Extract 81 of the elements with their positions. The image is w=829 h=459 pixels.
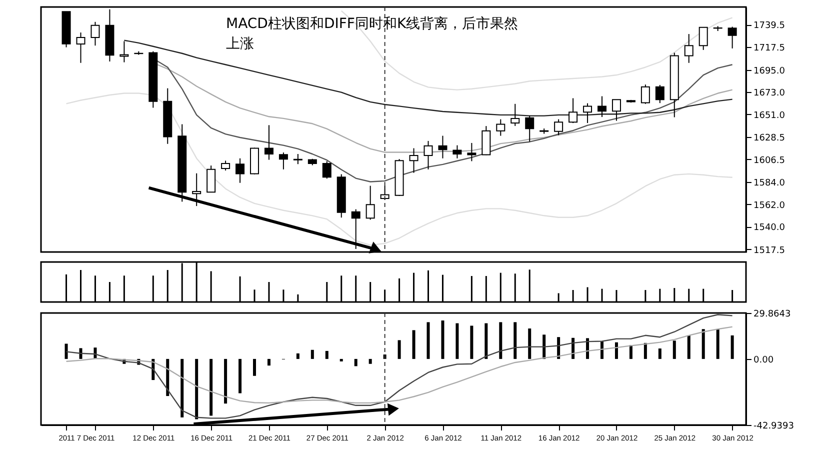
y-tick-label: 1606.5 xyxy=(754,156,785,166)
candlestick xyxy=(293,154,302,165)
bar xyxy=(644,342,647,359)
bar xyxy=(310,350,314,359)
bar xyxy=(340,358,343,362)
bar xyxy=(614,342,618,359)
bar xyxy=(398,340,401,359)
candlestick xyxy=(568,98,578,124)
y-tick-label: 1717.5 xyxy=(754,43,785,54)
candlestick xyxy=(424,140,433,170)
y-tick-label: 1628.5 xyxy=(754,134,785,144)
candlestick xyxy=(206,165,216,193)
candlestick xyxy=(264,124,274,160)
bar xyxy=(325,350,328,359)
candlestick xyxy=(684,34,694,64)
candlestick xyxy=(525,115,534,142)
y-tick-label: 29.8643 xyxy=(754,310,791,320)
bar xyxy=(195,358,198,420)
candlestick xyxy=(76,32,86,64)
candlestick xyxy=(452,144,462,159)
bar xyxy=(412,330,416,359)
bar xyxy=(456,323,459,359)
bar xyxy=(499,322,502,359)
bar xyxy=(484,323,488,359)
annotation: MACD柱状图和DIFF同时和K线背离，后市果然上涨 xyxy=(226,16,518,52)
candlestick xyxy=(728,26,737,49)
bar xyxy=(600,342,604,359)
bar xyxy=(64,344,68,359)
bar xyxy=(672,340,676,359)
bar xyxy=(441,320,444,359)
bar xyxy=(296,353,300,359)
bar xyxy=(716,329,720,359)
candlestick xyxy=(510,103,520,126)
candlestick xyxy=(598,96,606,118)
y-tick-label: 0.00 xyxy=(754,355,774,366)
y-tick-label: 1584.0 xyxy=(754,178,786,189)
y-tick-label: 1651.0 xyxy=(754,110,786,121)
candlestick xyxy=(612,99,621,122)
bar xyxy=(368,358,372,364)
candlestick xyxy=(496,118,506,136)
candlestick xyxy=(90,21,100,46)
candlestick xyxy=(467,142,476,162)
bar xyxy=(702,329,705,359)
candlestick xyxy=(236,158,245,184)
bar xyxy=(253,358,256,376)
bar xyxy=(224,358,228,404)
y-tick-label: 1562.0 xyxy=(754,200,786,211)
candlestick xyxy=(554,118,564,136)
bar xyxy=(658,348,662,359)
bar xyxy=(267,358,270,366)
bar xyxy=(238,358,242,394)
candlestick xyxy=(583,102,592,124)
bar xyxy=(210,358,213,416)
bar xyxy=(180,358,184,418)
candlestick xyxy=(366,185,375,220)
bar xyxy=(470,326,474,359)
y-tick-label: 1540.0 xyxy=(754,223,786,234)
bar xyxy=(166,358,170,396)
bar xyxy=(354,358,358,366)
candlestick xyxy=(278,152,288,170)
candlestick xyxy=(698,26,708,50)
bar xyxy=(730,335,734,359)
candlestick xyxy=(322,160,332,180)
line-series xyxy=(66,314,733,419)
y-tick-label: 1673.0 xyxy=(754,88,786,99)
candlestick xyxy=(482,126,491,156)
candlestick xyxy=(221,160,230,171)
bar xyxy=(514,322,517,359)
bar xyxy=(629,345,632,359)
candlestick xyxy=(655,84,664,104)
bar xyxy=(528,328,532,359)
bar xyxy=(687,335,690,359)
bar xyxy=(426,322,430,359)
candlestick xyxy=(409,148,418,174)
candlestick xyxy=(640,84,650,104)
y-tick-label: 1739.5 xyxy=(754,21,785,32)
y-tick-label: 1517.5 xyxy=(754,246,785,256)
y-tick-label: 1695.0 xyxy=(754,66,786,76)
y-tick-label: -42.9393 xyxy=(754,422,794,432)
candlestick xyxy=(438,135,448,159)
line-series xyxy=(66,326,733,404)
